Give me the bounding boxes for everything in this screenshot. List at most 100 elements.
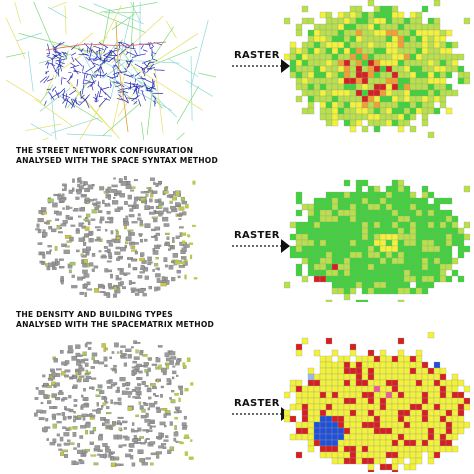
raster-cell	[349, 77, 357, 85]
raster-cell	[355, 415, 363, 423]
raster-cell	[403, 373, 411, 381]
raster-cell	[445, 197, 453, 205]
raster-cell	[373, 35, 381, 43]
building	[86, 281, 91, 286]
building	[118, 444, 123, 448]
raster-cell	[457, 251, 465, 259]
raster-cell	[439, 77, 447, 85]
building	[116, 257, 120, 261]
raster-cell	[295, 59, 303, 67]
raster-cell	[301, 107, 309, 115]
raster-cell	[331, 385, 339, 393]
building	[163, 190, 169, 194]
building	[124, 221, 127, 224]
building	[105, 401, 109, 404]
raster-cell	[343, 409, 351, 417]
raster-cell	[355, 257, 363, 265]
building	[119, 377, 126, 382]
raster-cell	[307, 95, 315, 103]
raster-cell	[409, 233, 417, 241]
raster-cell	[463, 245, 470, 253]
raster-cell	[367, 257, 375, 265]
raster-cell	[415, 397, 423, 405]
raster-cell	[415, 457, 423, 465]
raster-cell	[361, 209, 369, 217]
raster-cell	[367, 445, 375, 453]
raster-cell	[325, 191, 333, 199]
raster-cell	[337, 197, 345, 205]
street-segment	[81, 84, 85, 95]
raster-cell	[385, 215, 393, 223]
raster-cell	[355, 29, 363, 37]
building	[84, 343, 88, 348]
raster-cell	[379, 29, 387, 37]
raster-cell	[391, 77, 399, 85]
raster-cell	[301, 71, 309, 79]
street-segment	[53, 54, 61, 60]
raster-cell	[409, 397, 417, 405]
raster-cell	[397, 209, 405, 217]
raster-cell	[361, 361, 369, 369]
building	[178, 218, 182, 221]
raster-cell	[367, 89, 375, 97]
raster-cell	[415, 451, 423, 459]
building	[55, 218, 60, 221]
building	[38, 417, 45, 421]
raster-cell	[421, 35, 429, 43]
raster-cell	[385, 11, 393, 19]
building	[102, 443, 108, 447]
raster-cell	[391, 65, 399, 73]
raster-cell	[385, 257, 393, 265]
street-segment	[141, 33, 199, 72]
raster-cell	[409, 373, 417, 381]
raster-cell	[319, 415, 327, 423]
street-segment	[125, 60, 130, 66]
raster-cell	[409, 65, 417, 73]
building	[138, 288, 145, 293]
street-segment	[133, 85, 143, 88]
raster-cell	[403, 53, 411, 61]
building	[181, 247, 187, 252]
raster-cell	[439, 439, 447, 447]
raster-cell	[295, 77, 303, 85]
raster-cell	[391, 239, 399, 247]
building	[59, 436, 64, 442]
raster-cell	[319, 439, 327, 447]
raster-cell	[409, 433, 417, 441]
raster-cell	[403, 427, 411, 435]
raster-cell	[295, 403, 303, 411]
street-segment	[176, 85, 200, 124]
building	[128, 214, 135, 218]
raster-cell	[457, 427, 465, 435]
raster-cell	[307, 379, 315, 387]
building	[176, 269, 181, 274]
raster-cell	[361, 445, 369, 453]
raster-cell	[313, 77, 321, 85]
building	[60, 198, 66, 202]
street-segment	[143, 62, 148, 67]
building	[76, 359, 80, 362]
raster-cell	[349, 415, 357, 423]
raster-cell	[295, 23, 303, 31]
building	[182, 211, 187, 216]
raster-cell	[403, 113, 411, 121]
street-segment	[141, 66, 146, 77]
raster-cell	[445, 53, 453, 61]
raster-cell	[397, 275, 405, 283]
raster-cell	[391, 245, 399, 253]
raster-cell	[289, 415, 297, 423]
raster-cell	[421, 251, 429, 259]
raster-cell	[361, 233, 369, 241]
building	[71, 355, 78, 361]
street-segment	[112, 81, 119, 85]
raster-cell	[451, 233, 459, 241]
street-segment	[131, 56, 137, 58]
raster-cell	[361, 451, 369, 459]
street-segment	[128, 59, 132, 68]
building	[105, 347, 108, 351]
raster-cell	[343, 379, 351, 387]
raster-cell	[391, 29, 399, 37]
building	[114, 239, 121, 244]
building	[150, 462, 154, 466]
raster-cell	[295, 71, 303, 79]
